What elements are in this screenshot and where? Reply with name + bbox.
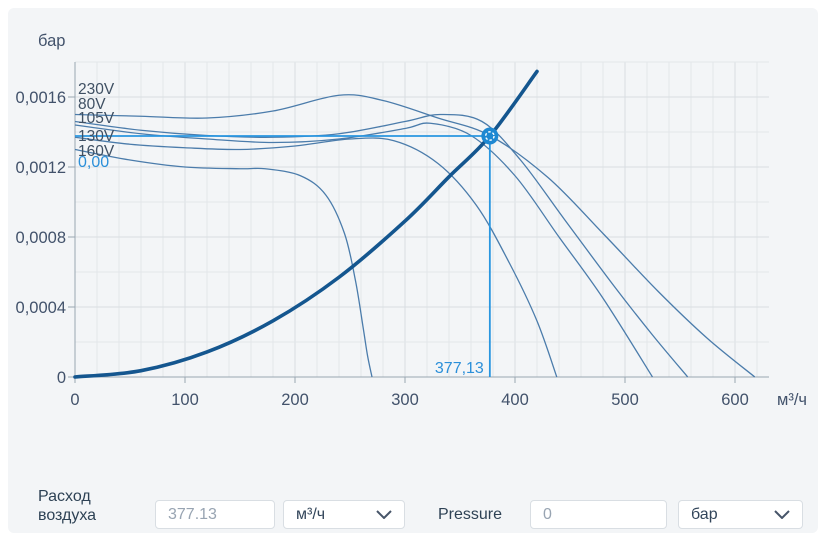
x-axis-unit-label: м³/ч bbox=[777, 391, 807, 409]
axes bbox=[68, 62, 769, 383]
flow-input[interactable] bbox=[155, 500, 275, 529]
svg-text:130V: 130V bbox=[78, 128, 115, 145]
flow-unit-value: м³/ч bbox=[296, 505, 326, 523]
svg-text:0,0004: 0,0004 bbox=[16, 299, 66, 317]
flow-label: Расход воздуха bbox=[38, 488, 97, 524]
svg-text:230V: 230V bbox=[78, 81, 115, 98]
svg-text:500: 500 bbox=[611, 391, 639, 409]
fan-curve-80V bbox=[74, 113, 689, 378]
svg-text:300: 300 bbox=[391, 391, 419, 409]
svg-text:160V: 160V bbox=[78, 143, 115, 160]
chevron-down-icon bbox=[774, 510, 790, 519]
svg-text:200: 200 bbox=[281, 391, 309, 409]
svg-text:105V: 105V bbox=[78, 110, 115, 127]
pressure-unit-select[interactable]: бар bbox=[678, 500, 803, 529]
svg-text:0: 0 bbox=[70, 391, 79, 409]
svg-text:0,0012: 0,0012 bbox=[16, 159, 66, 177]
operating-point-labels: 0,00 377,13 bbox=[78, 154, 484, 377]
svg-text:0,0016: 0,0016 bbox=[16, 89, 66, 107]
crosshair bbox=[75, 135, 491, 377]
svg-text:400: 400 bbox=[501, 391, 529, 409]
tick-labels: 0 100 200 300 400 500 600 0 0,0004 0,0008 0,0012 0,… bbox=[16, 32, 808, 409]
y-axis-unit-label: бар bbox=[38, 32, 65, 50]
fan-performance-chart: 0 100 200 300 400 500 600 0 0,0004 0,0008 0,0012 0,… bbox=[16, 32, 808, 409]
pressure-unit-value: бар bbox=[691, 505, 718, 523]
fan-curve-105V bbox=[74, 122, 654, 378]
svg-text:0: 0 bbox=[57, 369, 66, 387]
pressure-input[interactable] bbox=[530, 500, 667, 529]
fan-curve-160V bbox=[74, 148, 373, 378]
svg-text:0,0008: 0,0008 bbox=[16, 229, 66, 247]
fan-curve-130V bbox=[74, 136, 558, 378]
chevron-down-icon bbox=[376, 510, 392, 519]
flow-unit-select[interactable]: м³/ч bbox=[283, 500, 405, 529]
op-pressure-label: 0,00 bbox=[78, 154, 109, 171]
operating-point-marker[interactable] bbox=[481, 127, 499, 145]
svg-text:100: 100 bbox=[171, 391, 199, 409]
gridlines bbox=[75, 61, 769, 377]
pressure-label: Pressure bbox=[438, 506, 503, 523]
system-resistance-curve bbox=[73, 69, 539, 379]
fan-curve-230V bbox=[74, 94, 756, 378]
svg-text:80V: 80V bbox=[78, 96, 106, 113]
op-flow-label: 377,13 bbox=[435, 360, 484, 377]
svg-text:600: 600 bbox=[721, 391, 749, 409]
fan-curves bbox=[74, 94, 756, 378]
chart-panel bbox=[8, 8, 818, 533]
